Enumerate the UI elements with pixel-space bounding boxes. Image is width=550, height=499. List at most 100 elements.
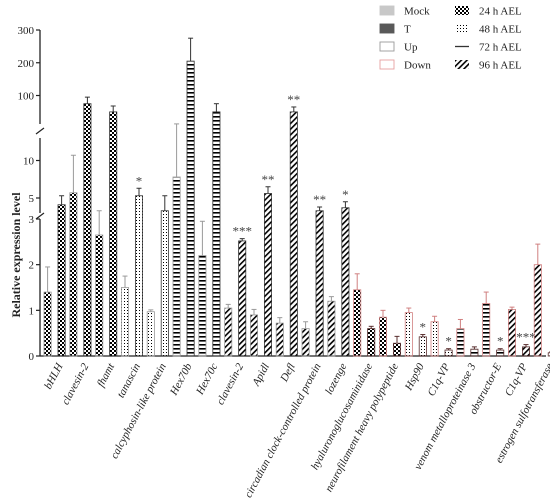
significance-label: *	[342, 187, 349, 202]
significance-label: *	[136, 173, 143, 188]
legend-label: T	[404, 24, 411, 36]
significance-label: **	[287, 92, 300, 107]
bar-mock	[172, 176, 181, 357]
bar-treated	[315, 210, 324, 357]
legend-swatch	[379, 59, 395, 70]
bar-treated	[238, 240, 247, 357]
bar-treated	[263, 193, 272, 357]
category-label: Apidl	[250, 361, 272, 389]
bar-mock	[224, 307, 233, 357]
bar-treated	[418, 336, 427, 357]
bar-treated	[547, 352, 550, 357]
legend-item: 24 h AEL	[455, 6, 522, 18]
legend-swatch	[379, 41, 395, 52]
legend-item: Down	[379, 59, 431, 72]
y-axis-label: Relative expression level	[9, 192, 23, 318]
bar-treated	[289, 111, 298, 357]
bar-treated	[134, 195, 143, 357]
bar-mock	[249, 314, 258, 357]
category-label: calcyphosin-like protein	[108, 361, 169, 461]
bar-treated	[522, 346, 531, 357]
legend: Mock T Up Down 24 h AEL 48 h AEL 72 h AEL 96 h …	[379, 5, 522, 72]
legend-label: 72 h AEL	[479, 42, 522, 54]
bar-treated	[496, 349, 505, 357]
significance-label: ***	[232, 224, 252, 239]
category-label: C1q-VP	[425, 361, 452, 398]
y-tick-label: 2	[29, 260, 35, 272]
bar-treated	[160, 210, 169, 357]
bar-mock	[353, 289, 362, 357]
bar-mock	[121, 287, 130, 357]
bar-mock	[533, 264, 542, 357]
legend-item: 72 h AEL	[455, 42, 522, 54]
bar-mock	[69, 192, 78, 357]
bar-mock	[430, 321, 439, 357]
legend-item: Mock	[379, 5, 430, 18]
category-label: bHLH	[42, 360, 66, 391]
y-tick-label: 1	[29, 305, 35, 317]
bar-mock	[378, 316, 387, 357]
bar-mock	[507, 309, 516, 357]
bar-treated	[212, 111, 221, 357]
bar-mock	[198, 255, 207, 357]
bar-mock	[275, 322, 284, 357]
category-label: fhamt	[95, 361, 118, 390]
category-label: tanascin	[115, 361, 143, 400]
legend-label: 48 h AEL	[479, 24, 522, 36]
significance-label: **	[262, 172, 275, 187]
legend-swatch	[455, 60, 469, 69]
bar-mock	[301, 328, 310, 357]
bar-mock	[482, 303, 491, 357]
bar-mock	[43, 291, 52, 357]
category-label: Hsp90	[402, 361, 427, 393]
axis-break-mark	[35, 212, 45, 220]
category-label: C1q-VP	[503, 361, 530, 398]
y-tick-label: 300	[18, 25, 35, 37]
y-tick-label: 5	[29, 193, 35, 205]
bar-treated	[83, 103, 92, 357]
category-label: Hex70c	[194, 361, 221, 397]
legend-swatch	[379, 5, 395, 16]
legend-label: Mock	[404, 6, 430, 18]
bars: ********** *** * ***	[43, 37, 550, 357]
bar-mock	[404, 312, 413, 357]
legend-item: 48 h AEL	[455, 24, 522, 36]
legend-label: 24 h AEL	[479, 6, 522, 18]
significance-label: *	[420, 320, 427, 335]
category-label: lozenge	[323, 361, 349, 396]
bar-mock	[95, 234, 104, 357]
category-label: Hex70b	[168, 361, 195, 398]
category-label: Defl	[278, 361, 298, 384]
legend-swatch	[379, 23, 395, 34]
significance-label: *	[445, 334, 452, 349]
legend-item: 96 h AEL	[455, 60, 522, 72]
bar-mock	[327, 300, 336, 357]
bar-treated	[186, 60, 195, 357]
significance-label: *	[497, 334, 504, 349]
legend-item: T	[379, 23, 411, 36]
legend-swatch	[455, 24, 469, 33]
legend-swatch	[455, 6, 469, 15]
significance-label: ***	[516, 330, 536, 345]
y-tick-label: 0	[29, 351, 35, 363]
bar-treated	[392, 342, 401, 357]
y-tick-label: 3	[29, 214, 35, 226]
bar-treated	[444, 349, 453, 357]
bar-treated	[367, 328, 376, 357]
bar-mock	[146, 311, 155, 357]
legend-label: Up	[404, 42, 418, 54]
y-tick-label: 100	[18, 91, 35, 103]
bar-treated	[109, 111, 118, 357]
legend-label: Down	[404, 60, 431, 72]
bar-mock	[456, 328, 465, 357]
legend-item: Up	[379, 41, 418, 54]
bar-treated	[57, 204, 66, 357]
axis-break-mark	[35, 127, 45, 135]
y-tick-label: 10	[23, 156, 35, 168]
legend-label: 96 h AEL	[479, 60, 522, 72]
significance-label: **	[313, 192, 326, 207]
bar-treated	[470, 348, 479, 357]
bar-treated	[341, 207, 350, 357]
